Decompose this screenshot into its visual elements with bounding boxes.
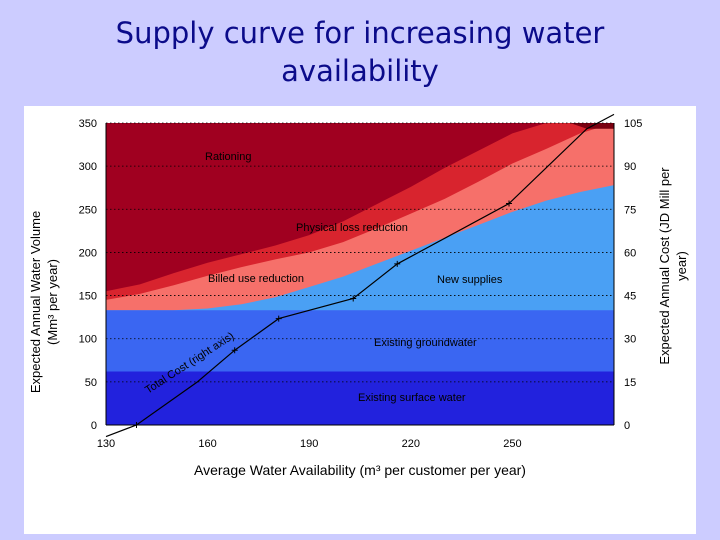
label-physical-loss: Physical loss reduction xyxy=(296,222,408,234)
label-rationing: Rationing xyxy=(205,151,251,163)
y2-axis-title-line-2: year) xyxy=(674,251,689,281)
y2-tick-label: 60 xyxy=(624,247,636,259)
slide-title-line-1: Supply curve for increasing water xyxy=(115,16,605,50)
y-axis-title-line-1: Expected Annual Water Volume xyxy=(28,211,43,393)
axes xyxy=(105,123,615,426)
y2-axis-title-line-1: Expected Annual Cost (JD Mill per xyxy=(657,167,672,365)
cost-marker xyxy=(275,315,282,322)
cost-marker xyxy=(506,200,513,207)
x-tick-label: 130 xyxy=(97,438,115,450)
label-groundwater: Existing groundwater xyxy=(374,337,477,349)
cost-marker xyxy=(350,295,357,302)
y-tick-label: 300 xyxy=(79,161,97,173)
y-tick-label: 200 xyxy=(79,247,97,259)
y2-tick-label: 75 xyxy=(624,204,636,216)
y2-tick-label: 30 xyxy=(624,334,636,346)
layer-labels: Rationing Physical loss reduction Billed… xyxy=(205,151,503,404)
y2-tick-label: 90 xyxy=(624,161,636,173)
slide-title: Supply curve for increasing water availa… xyxy=(60,14,660,90)
y-tick-label: 350 xyxy=(79,118,97,130)
label-new-supplies: New supplies xyxy=(437,274,503,286)
area-existing-surface-water xyxy=(106,371,614,425)
cost-marker xyxy=(394,260,401,267)
x-tick-label: 220 xyxy=(402,438,420,450)
y-axis-title: Expected Annual Water Volume (Mm³ per ye… xyxy=(28,211,60,393)
y-tick-label: 0 xyxy=(91,420,97,432)
tick-labels: 0 50 100 150 200 250 300 350 0 15 30 45 60 75 90 105 130… xyxy=(79,118,643,450)
label-billed-use: Billed use reduction xyxy=(208,273,304,285)
label-surface-water: Existing surface water xyxy=(358,392,466,404)
y2-tick-label: 105 xyxy=(624,118,642,130)
x-tick-label: 250 xyxy=(503,438,521,450)
y2-tick-label: 15 xyxy=(624,377,636,389)
x-axis-title: Average Water Availability (m³ per custo… xyxy=(194,462,526,478)
y-tick-label: 100 xyxy=(79,334,97,346)
gridlines xyxy=(106,122,614,383)
y-axis-title-line-2: (Mm³ per year) xyxy=(45,259,60,345)
y2-tick-label: 0 xyxy=(624,420,630,432)
x-tick-label: 160 xyxy=(198,438,216,450)
y2-tick-label: 45 xyxy=(624,291,636,303)
chart-panel: Rationing Physical loss reduction Billed… xyxy=(24,106,696,534)
cost-polyline xyxy=(105,113,615,438)
x-tick-label: 190 xyxy=(300,438,318,450)
supply-curve-chart: Rationing Physical loss reduction Billed… xyxy=(28,113,689,478)
y2-axis-title: Expected Annual Cost (JD Mill per year) xyxy=(657,167,689,365)
slide-title-line-2: availability xyxy=(281,54,439,88)
y-tick-label: 50 xyxy=(85,377,97,389)
y-tick-label: 250 xyxy=(79,204,97,216)
cost-marker xyxy=(231,347,238,354)
y-tick-label: 150 xyxy=(79,291,97,303)
area-layers xyxy=(106,123,614,425)
